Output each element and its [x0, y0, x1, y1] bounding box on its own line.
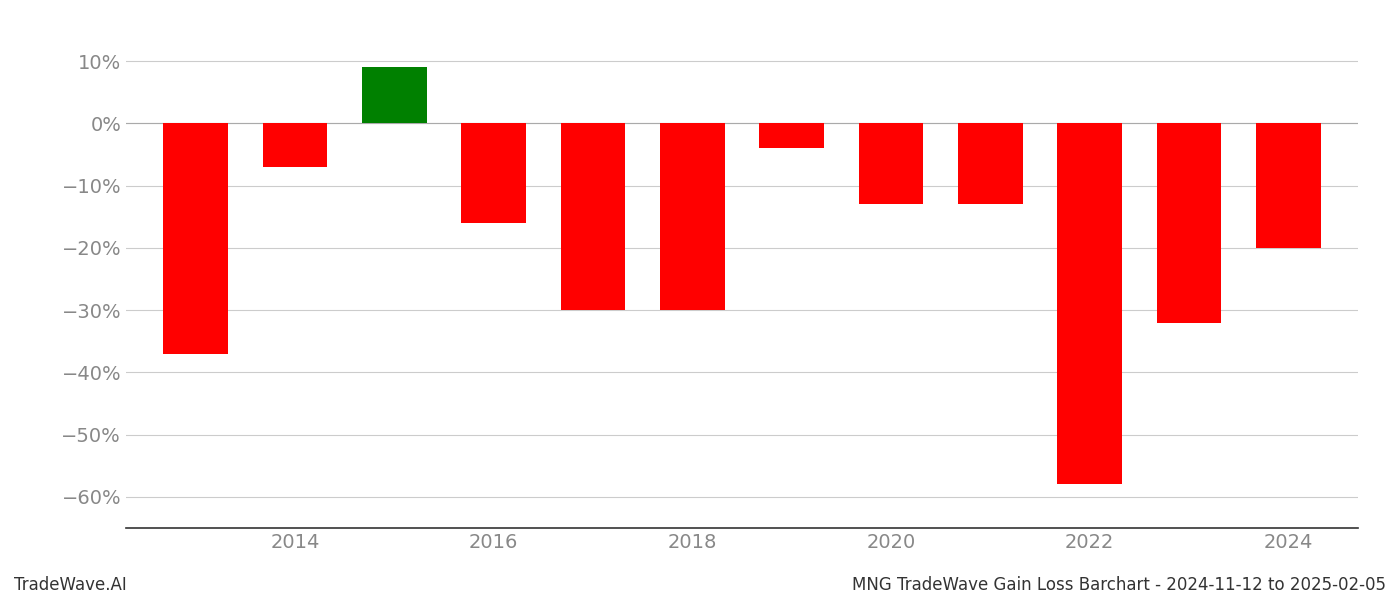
- Bar: [759, 124, 825, 148]
- Text: MNG TradeWave Gain Loss Barchart - 2024-11-12 to 2025-02-05: MNG TradeWave Gain Loss Barchart - 2024-…: [853, 576, 1386, 594]
- Bar: [263, 124, 328, 167]
- Bar: [462, 124, 526, 223]
- Bar: [164, 124, 228, 353]
- Bar: [659, 124, 725, 310]
- Text: TradeWave.AI: TradeWave.AI: [14, 576, 127, 594]
- Bar: [363, 67, 427, 124]
- Bar: [560, 124, 626, 310]
- Bar: [958, 124, 1022, 204]
- Bar: [858, 124, 924, 204]
- Bar: [1256, 124, 1320, 248]
- Bar: [1057, 124, 1121, 484]
- Bar: [1156, 124, 1221, 323]
